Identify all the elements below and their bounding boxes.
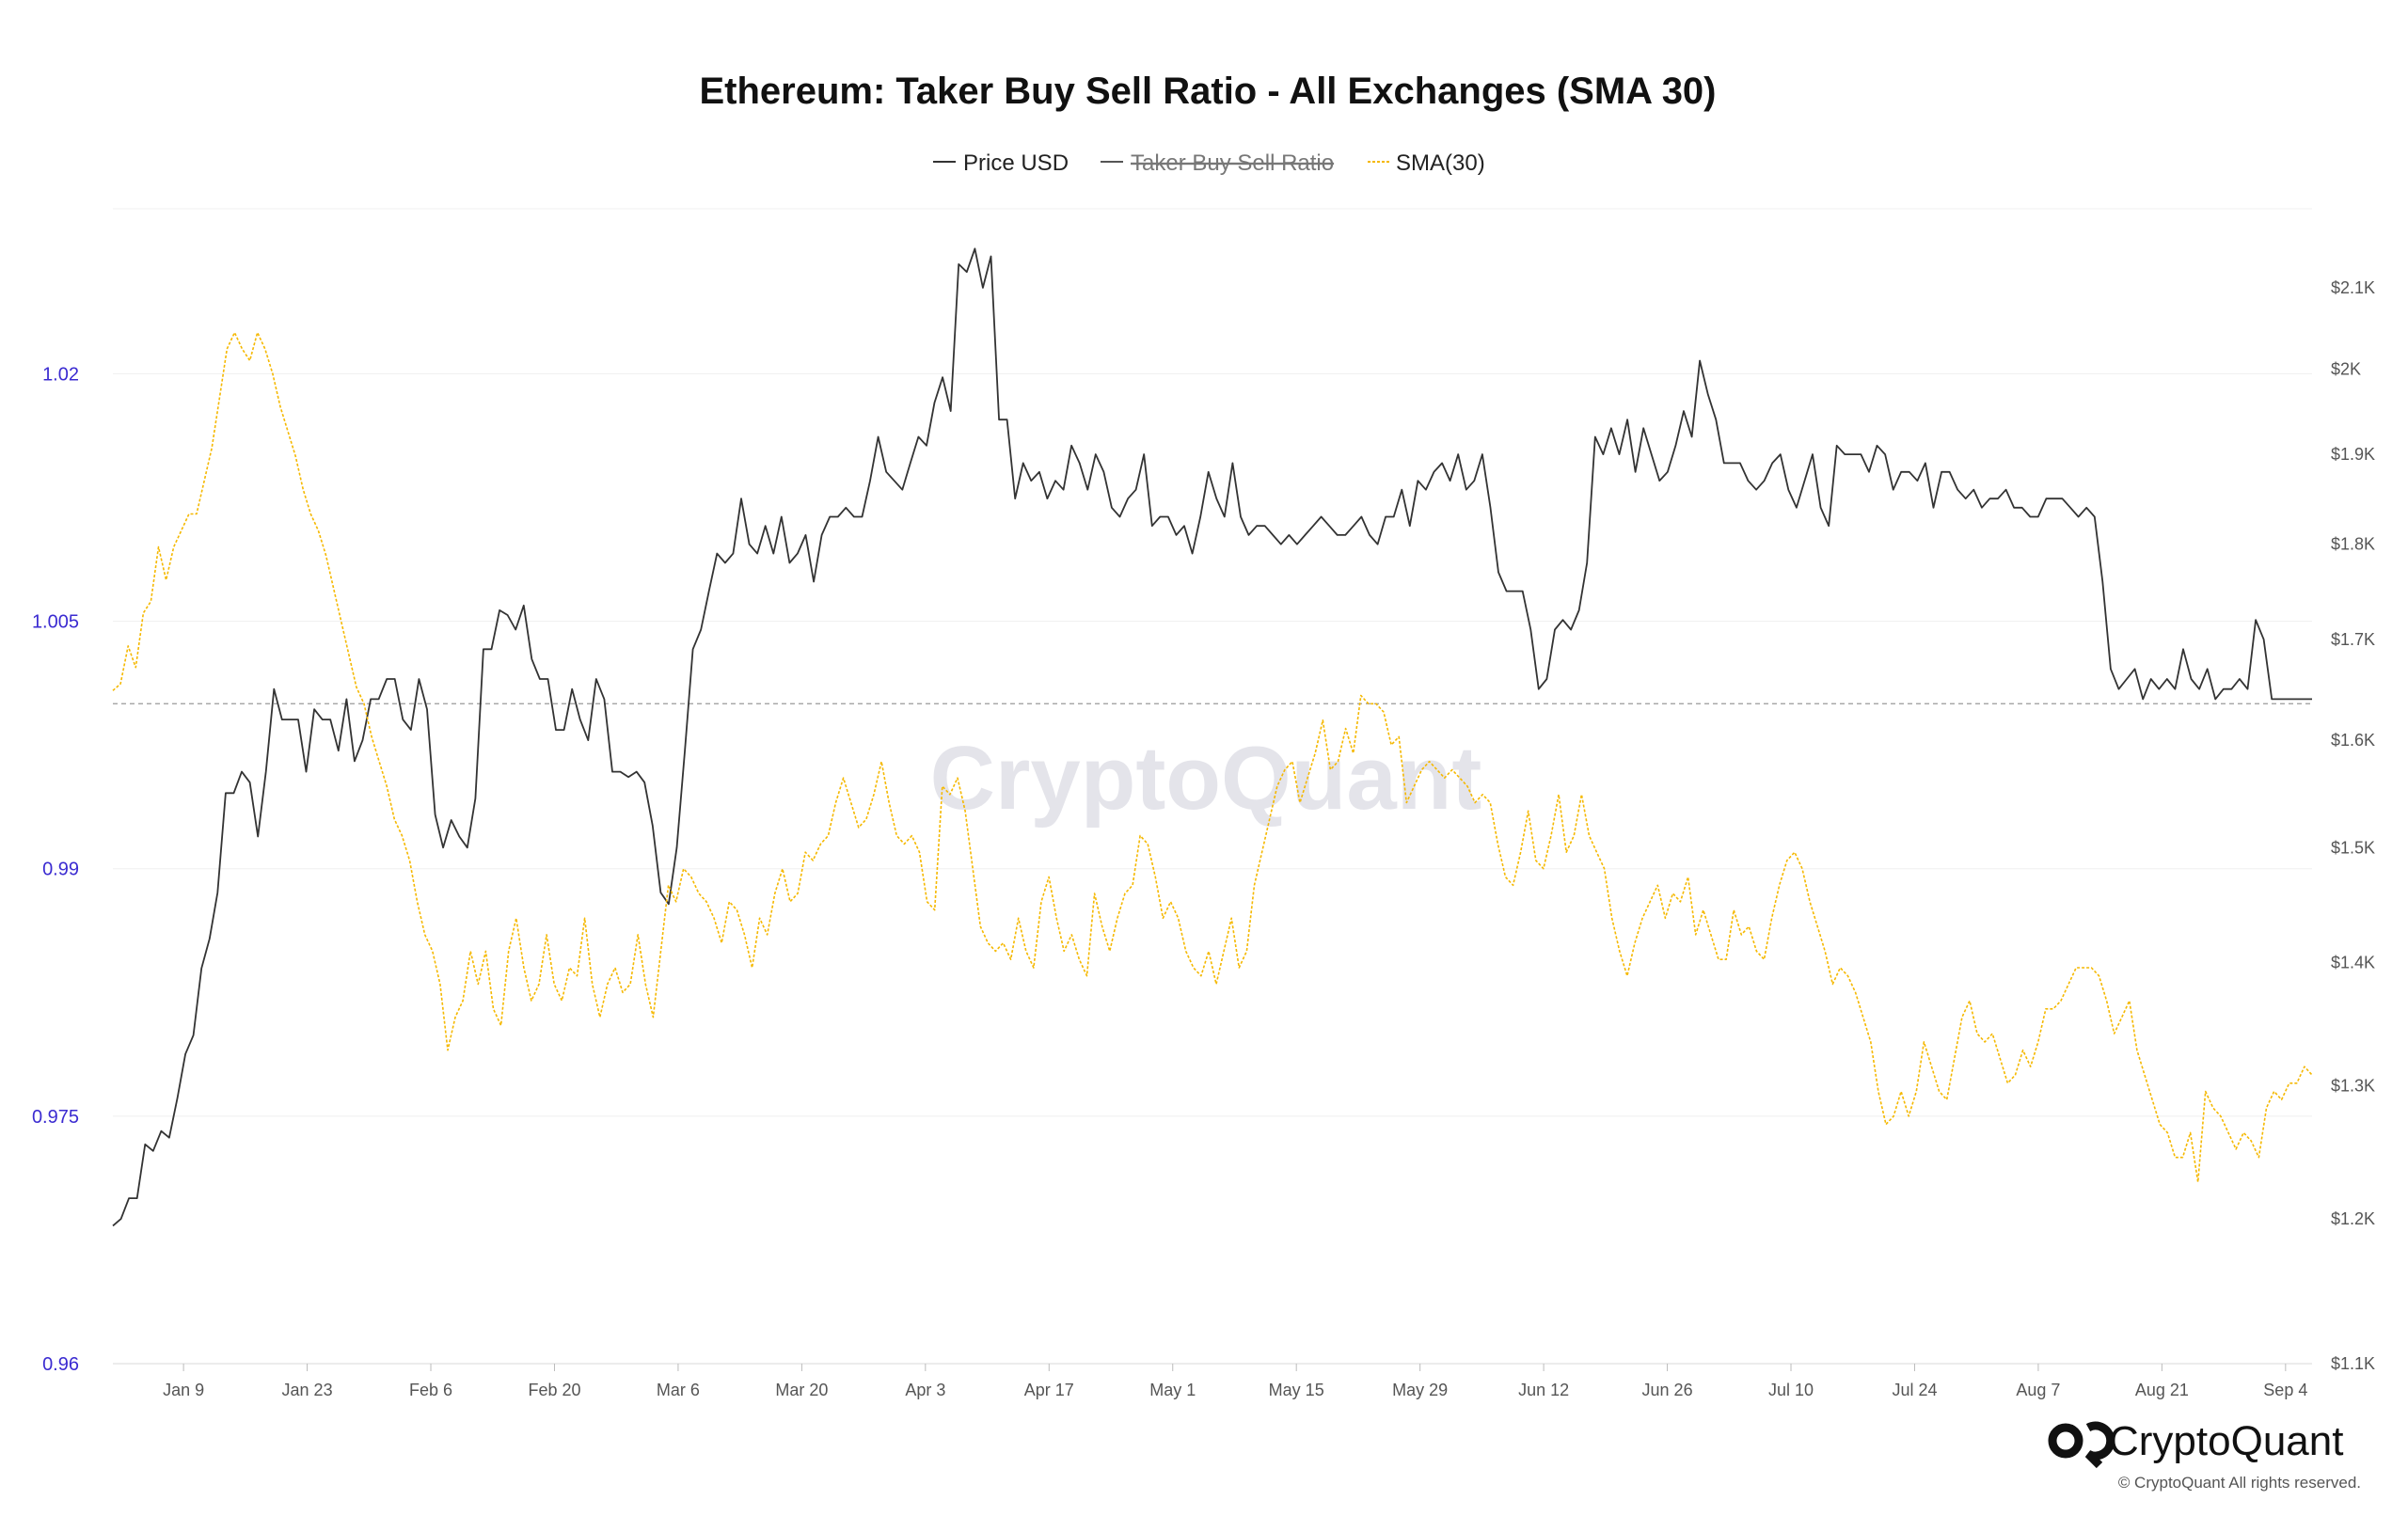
right-tick-label: $1.3K bbox=[2331, 1076, 2375, 1095]
right-tick-label: $1.6K bbox=[2331, 731, 2375, 750]
grid-lines bbox=[113, 208, 2312, 1365]
right-axis: $1.1K $1.2K $1.3K $1.4K $1.5K $1.6K $1.7K $1.8K… bbox=[2331, 278, 2375, 1373]
left-tick-label: 0.96 bbox=[42, 1354, 79, 1375]
copyright-text: © CryptoQuant All rights reserved. bbox=[2118, 1474, 2361, 1492]
right-tick-label: $1.1K bbox=[2331, 1354, 2375, 1373]
x-tick-label: Feb 20 bbox=[528, 1381, 580, 1399]
x-tick-label: Aug 21 bbox=[2135, 1381, 2189, 1399]
x-axis: Jan 9 Jan 23 Feb 6 Feb 20 Mar 6 Mar 20 Apr 3 Ap… bbox=[163, 1364, 2307, 1399]
x-tick-label: Aug 7 bbox=[2016, 1381, 2060, 1399]
right-tick-label: $1.7K bbox=[2331, 630, 2375, 649]
legend-label-taker-ratio: Taker Buy Sell Ratio bbox=[1131, 150, 1334, 176]
right-tick-label: $1.9K bbox=[2331, 445, 2375, 464]
x-tick-label: Jan 9 bbox=[163, 1381, 204, 1399]
x-tick-label: Mar 20 bbox=[775, 1381, 828, 1399]
x-tick-label: Jul 10 bbox=[1768, 1381, 1814, 1399]
legend-label-price: Price USD bbox=[963, 150, 1069, 176]
cryptoquant-logo-icon bbox=[2048, 1421, 2115, 1469]
series-line-price-usd bbox=[112, 247, 2312, 1227]
x-tick-label: Apr 3 bbox=[905, 1381, 945, 1399]
right-tick-label: $1.5K bbox=[2331, 838, 2375, 857]
x-tick-label: Feb 6 bbox=[409, 1381, 452, 1399]
series-line-sma30 bbox=[112, 331, 2313, 1183]
x-tick-label: Apr 17 bbox=[1024, 1381, 1074, 1399]
legend-item-taker-ratio[interactable]: Taker Buy Sell Ratio bbox=[1101, 150, 1334, 176]
legend-label-sma: SMA(30) bbox=[1396, 150, 1485, 176]
left-tick-label: 0.99 bbox=[42, 860, 79, 880]
right-tick-label: $1.4K bbox=[2331, 953, 2375, 971]
legend-item-price[interactable]: Price USD bbox=[933, 150, 1069, 176]
right-tick-label: $1.8K bbox=[2331, 535, 2375, 554]
left-tick-label: 1.005 bbox=[32, 612, 79, 633]
chart-title: Ethereum: Taker Buy Sell Ratio - All Exc… bbox=[699, 71, 1716, 112]
right-tick-label: $2.1K bbox=[2331, 278, 2375, 297]
right-tick-label: $2K bbox=[2331, 359, 2361, 378]
series-lines bbox=[112, 247, 2313, 1227]
legend-item-sma[interactable]: SMA(30) bbox=[1368, 150, 1485, 176]
x-tick-label: Jul 24 bbox=[1892, 1381, 1937, 1399]
x-tick-label: Mar 6 bbox=[657, 1381, 700, 1399]
x-tick-label: May 1 bbox=[1149, 1381, 1196, 1399]
watermark-text: CryptoQuant bbox=[930, 728, 1482, 829]
left-tick-label: 0.975 bbox=[32, 1107, 79, 1128]
x-tick-label: May 15 bbox=[1269, 1381, 1324, 1399]
x-tick-label: Jan 23 bbox=[282, 1381, 333, 1399]
left-tick-label: 1.02 bbox=[42, 364, 79, 385]
brand-logo: CryptoQuant bbox=[2048, 1418, 2343, 1469]
chart-legend: Price USD Taker Buy Sell Ratio SMA(30) bbox=[933, 150, 1485, 176]
left-axis: 0.96 0.975 0.99 1.005 1.02 bbox=[32, 364, 79, 1375]
right-tick-label: $1.2K bbox=[2331, 1209, 2375, 1228]
brand-logo-text: CryptoQuant bbox=[2109, 1418, 2343, 1464]
x-tick-label: Jun 12 bbox=[1518, 1381, 1569, 1399]
x-tick-label: Jun 26 bbox=[1642, 1381, 1693, 1399]
x-tick-label: Sep 4 bbox=[2263, 1381, 2307, 1399]
x-tick-label: May 29 bbox=[1392, 1381, 1448, 1399]
